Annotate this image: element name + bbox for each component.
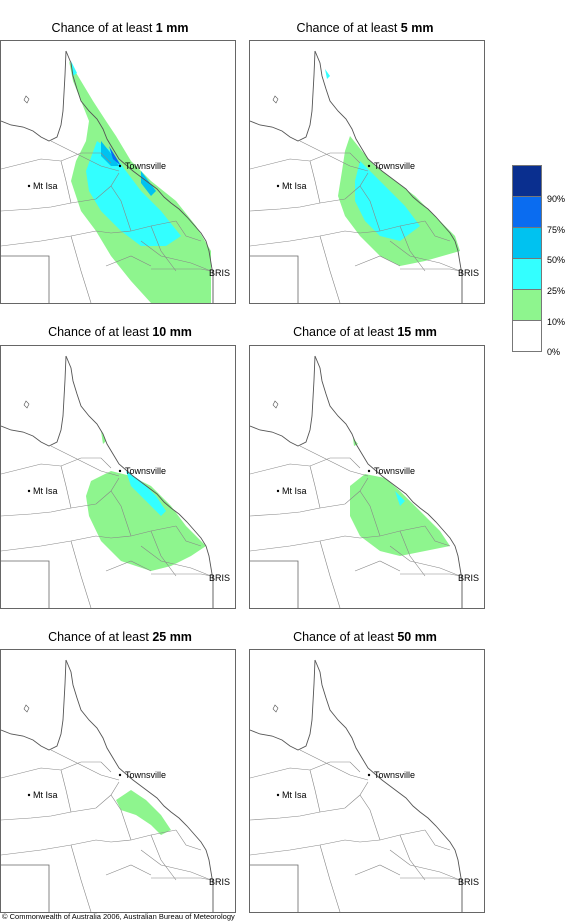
legend-swatch-75 <box>512 196 542 227</box>
label-townsville: Townsville <box>125 161 166 171</box>
mt-isa-marker <box>27 184 31 188</box>
base-map <box>1 659 214 912</box>
label-bris: BRIS <box>458 268 479 278</box>
mt-isa-marker <box>276 489 280 493</box>
mt-isa-marker <box>276 793 280 797</box>
label-bris: BRIS <box>458 877 479 887</box>
label-bris: BRIS <box>209 877 230 887</box>
townsville-marker <box>367 469 371 473</box>
legend-label-75: 75% <box>547 225 566 235</box>
label-townsville: Townsville <box>125 770 166 780</box>
townsville-marker <box>367 773 371 777</box>
rain-shading <box>69 61 211 303</box>
label-bris: BRIS <box>209 268 230 278</box>
label-mt-isa: Mt Isa <box>282 486 307 496</box>
rain-shading <box>325 69 460 266</box>
base-map <box>1 50 214 303</box>
rain-shading <box>86 431 206 571</box>
panel-title-15mm: Chance of at least 15 mm <box>293 325 437 339</box>
panel-title-50mm: Chance of at least 50 mm <box>293 630 437 644</box>
mt-isa-marker <box>27 793 31 797</box>
mt-isa-marker <box>27 489 31 493</box>
legend-label-90: 90% <box>547 194 566 204</box>
panel-title-1mm: Chance of at least 1 mm <box>51 21 189 35</box>
legend-label-25: 25% <box>547 286 566 296</box>
townsville-marker <box>118 164 122 168</box>
base-map <box>250 355 463 608</box>
label-bris: BRIS <box>458 573 479 583</box>
map-25mm: Townsville Mt Isa BRIS <box>0 649 236 913</box>
base-map <box>250 50 463 303</box>
rain-shading <box>350 438 450 556</box>
map-50mm: Townsville Mt Isa BRIS <box>249 649 485 913</box>
map-10mm: Townsville Mt Isa BRIS <box>0 345 236 609</box>
label-townsville: Townsville <box>374 770 415 780</box>
label-mt-isa: Mt Isa <box>282 790 307 800</box>
legend-swatch-25 <box>512 258 542 289</box>
panel-title-5mm: Chance of at least 5 mm <box>296 21 434 35</box>
mt-isa-marker <box>276 184 280 188</box>
label-townsville: Townsville <box>374 466 415 476</box>
townsville-marker <box>118 469 122 473</box>
panel-title-10mm: Chance of at least 10 mm <box>48 325 192 339</box>
legend-label-50: 50% <box>547 255 566 265</box>
panel-title-25mm: Chance of at least 25 mm <box>48 630 192 644</box>
map-15mm: Townsville Mt Isa BRIS <box>249 345 485 609</box>
label-mt-isa: Mt Isa <box>33 790 58 800</box>
legend <box>512 165 542 352</box>
townsville-marker <box>367 164 371 168</box>
map-5mm: Townsville Mt Isa BRIS <box>249 40 485 304</box>
label-mt-isa: Mt Isa <box>33 181 58 191</box>
copyright-notice: © Commonwealth of Australia 2006, Austra… <box>2 912 235 921</box>
legend-label-0: 0% <box>547 347 561 357</box>
label-mt-isa: Mt Isa <box>282 181 307 191</box>
label-mt-isa: Mt Isa <box>33 486 58 496</box>
base-map <box>250 659 463 912</box>
legend-swatch-0 <box>512 320 542 352</box>
legend-label-10: 10% <box>547 317 566 327</box>
townsville-marker <box>118 773 122 777</box>
legend-swatch-10 <box>512 289 542 320</box>
rain-shading <box>116 790 171 835</box>
legend-swatch-50 <box>512 227 542 258</box>
label-bris: BRIS <box>209 573 230 583</box>
legend-swatch-90 <box>512 165 542 196</box>
base-map <box>1 355 214 608</box>
label-townsville: Townsville <box>374 161 415 171</box>
label-townsville: Townsville <box>125 466 166 476</box>
map-1mm: Townsville Mt Isa BRIS <box>0 40 236 304</box>
